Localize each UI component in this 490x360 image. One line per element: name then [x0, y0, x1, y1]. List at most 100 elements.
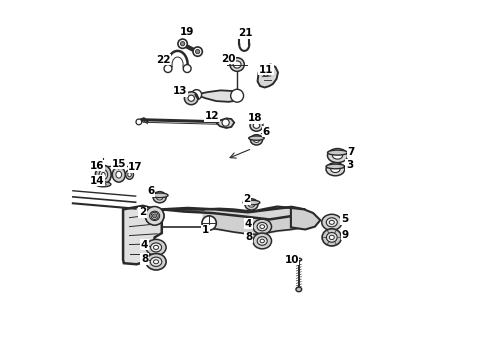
- Ellipse shape: [327, 149, 347, 163]
- Ellipse shape: [326, 164, 344, 169]
- Text: 15: 15: [112, 159, 126, 169]
- Ellipse shape: [253, 219, 271, 234]
- Text: 17: 17: [128, 162, 143, 172]
- Ellipse shape: [248, 202, 255, 207]
- Polygon shape: [258, 64, 278, 87]
- Ellipse shape: [243, 200, 260, 205]
- Circle shape: [193, 47, 202, 56]
- Text: 10: 10: [284, 255, 299, 265]
- Ellipse shape: [322, 229, 342, 246]
- Ellipse shape: [151, 193, 168, 198]
- Ellipse shape: [96, 165, 111, 184]
- Text: 20: 20: [221, 54, 236, 64]
- Ellipse shape: [233, 61, 241, 68]
- Text: 11: 11: [259, 64, 273, 75]
- Text: 16: 16: [90, 161, 104, 171]
- Ellipse shape: [326, 233, 337, 242]
- Ellipse shape: [329, 235, 334, 239]
- Circle shape: [231, 89, 244, 102]
- Ellipse shape: [327, 150, 347, 155]
- Circle shape: [146, 207, 164, 225]
- Ellipse shape: [260, 225, 265, 229]
- Circle shape: [192, 90, 201, 100]
- Ellipse shape: [250, 120, 263, 131]
- Polygon shape: [196, 90, 241, 102]
- Text: 9: 9: [341, 230, 348, 239]
- Text: 4: 4: [245, 219, 252, 229]
- Text: 4: 4: [141, 239, 148, 249]
- Text: 6: 6: [262, 127, 270, 136]
- Circle shape: [238, 35, 241, 39]
- Polygon shape: [162, 207, 304, 220]
- Text: 8: 8: [141, 254, 148, 264]
- Ellipse shape: [253, 233, 271, 249]
- Ellipse shape: [296, 258, 302, 261]
- Text: 2: 2: [139, 207, 146, 217]
- Ellipse shape: [326, 163, 344, 176]
- Ellipse shape: [329, 220, 334, 224]
- Ellipse shape: [245, 199, 258, 210]
- Ellipse shape: [146, 253, 166, 270]
- Polygon shape: [217, 118, 234, 128]
- Ellipse shape: [96, 182, 111, 187]
- Text: 2: 2: [243, 194, 250, 204]
- Text: 19: 19: [180, 27, 194, 37]
- Text: 6: 6: [147, 186, 155, 197]
- Ellipse shape: [257, 222, 268, 231]
- Text: 13: 13: [172, 86, 187, 96]
- Ellipse shape: [250, 135, 263, 145]
- Ellipse shape: [153, 260, 159, 264]
- Ellipse shape: [153, 192, 166, 203]
- Text: 14: 14: [90, 176, 104, 186]
- Ellipse shape: [188, 95, 195, 101]
- Ellipse shape: [333, 152, 343, 159]
- Ellipse shape: [253, 137, 260, 143]
- Ellipse shape: [146, 207, 164, 225]
- Ellipse shape: [101, 172, 105, 177]
- Ellipse shape: [152, 214, 157, 218]
- Ellipse shape: [146, 239, 166, 256]
- Ellipse shape: [296, 287, 302, 292]
- Text: 1: 1: [202, 225, 209, 235]
- Ellipse shape: [331, 166, 340, 172]
- Ellipse shape: [153, 246, 159, 249]
- Text: 18: 18: [248, 113, 262, 123]
- Circle shape: [196, 49, 200, 54]
- Circle shape: [183, 64, 191, 72]
- Circle shape: [180, 41, 185, 46]
- Ellipse shape: [156, 194, 163, 200]
- Ellipse shape: [150, 257, 162, 266]
- Ellipse shape: [260, 239, 265, 243]
- Ellipse shape: [150, 243, 162, 252]
- Circle shape: [247, 35, 251, 39]
- Ellipse shape: [184, 92, 198, 105]
- Polygon shape: [123, 206, 162, 264]
- Ellipse shape: [149, 211, 160, 221]
- Text: 5: 5: [341, 215, 348, 224]
- Ellipse shape: [99, 170, 108, 180]
- Ellipse shape: [125, 170, 133, 179]
- Ellipse shape: [249, 136, 264, 140]
- Circle shape: [136, 119, 142, 125]
- Ellipse shape: [100, 183, 106, 185]
- Text: 12: 12: [205, 111, 219, 121]
- Ellipse shape: [116, 171, 122, 178]
- Circle shape: [178, 39, 187, 48]
- Text: 3: 3: [346, 160, 353, 170]
- Text: 7: 7: [347, 147, 355, 157]
- Circle shape: [202, 216, 216, 230]
- Ellipse shape: [112, 167, 125, 182]
- Text: 22: 22: [156, 54, 171, 64]
- Circle shape: [151, 212, 158, 220]
- Ellipse shape: [257, 237, 267, 245]
- Ellipse shape: [326, 218, 337, 227]
- Ellipse shape: [253, 123, 260, 129]
- Ellipse shape: [128, 172, 131, 177]
- Circle shape: [222, 119, 229, 126]
- Text: 8: 8: [245, 232, 252, 242]
- Polygon shape: [291, 208, 320, 229]
- Ellipse shape: [230, 58, 245, 71]
- Circle shape: [164, 64, 172, 72]
- Circle shape: [262, 69, 270, 76]
- Ellipse shape: [322, 214, 342, 230]
